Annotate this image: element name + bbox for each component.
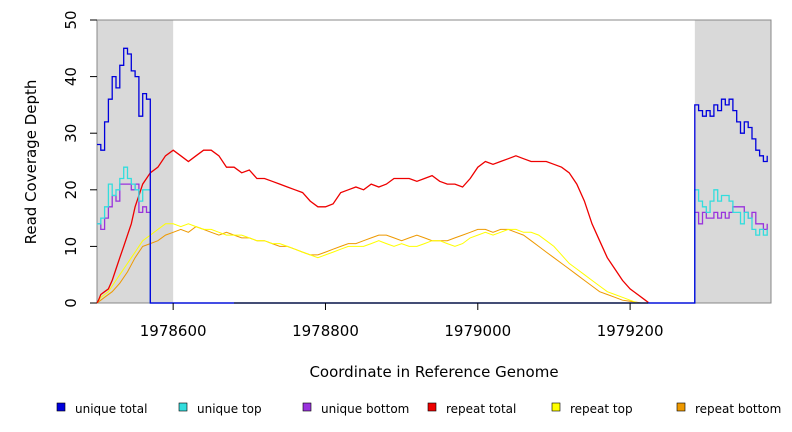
legend-item-repeat-bottom: repeat bottom (676, 402, 781, 416)
legend-item-unique-top: unique top (178, 402, 262, 416)
legend-swatch (676, 402, 686, 412)
x-axis-ticks: 1978600 1978800 1979000 1979200 (140, 303, 664, 340)
legend-label: unique top (197, 402, 262, 416)
plot-frame (96, 19, 772, 304)
x-tick-label: 1979200 (597, 322, 664, 340)
legend-swatch (56, 402, 66, 412)
legend-label: repeat total (446, 402, 516, 416)
shaded-regions (97, 20, 771, 303)
legend: unique total unique top unique bottom repea… (56, 402, 781, 416)
x-axis-title: Coordinate in Reference Genome (309, 363, 558, 381)
legend-item-repeat-top: repeat top (551, 402, 633, 416)
x-tick-label: 1978600 (140, 322, 207, 340)
series-line-repeat-bottom (96, 226, 642, 304)
legend-label: unique total (75, 402, 147, 416)
y-tick-label: 0 (62, 298, 80, 308)
series-line-unique-total (97, 47, 768, 304)
x-tick-label: 1979000 (444, 322, 511, 340)
y-tick-label: 30 (62, 124, 80, 143)
legend-label: repeat top (570, 402, 633, 416)
y-tick-label: 50 (62, 10, 80, 29)
y-tick-label: 10 (62, 237, 80, 256)
legend-swatch (427, 402, 437, 412)
shaded-region-1 (97, 20, 174, 303)
series-line-repeat-total (96, 149, 650, 304)
series-line-unique-top (97, 166, 768, 304)
y-axis-title: Read Coverage Depth (22, 80, 40, 245)
legend-item-unique-total: unique total (56, 402, 147, 416)
series-line-repeat-top (96, 223, 638, 304)
legend-label: unique bottom (321, 402, 409, 416)
legend-label: repeat bottom (695, 402, 781, 416)
legend-swatch (178, 402, 188, 412)
y-tick-label: 40 (62, 67, 80, 86)
series-lines (96, 47, 768, 304)
y-axis-ticks: 0 10 20 30 40 50 (62, 10, 97, 308)
legend-swatch (551, 402, 561, 412)
shaded-region-2 (694, 20, 771, 303)
legend-swatch (302, 402, 312, 412)
x-tick-label: 1978800 (292, 322, 359, 340)
legend-item-unique-bottom: unique bottom (302, 402, 409, 416)
series-line-unique-bottom (97, 183, 768, 304)
legend-item-repeat-total: repeat total (427, 402, 516, 416)
y-tick-label: 20 (62, 180, 80, 199)
